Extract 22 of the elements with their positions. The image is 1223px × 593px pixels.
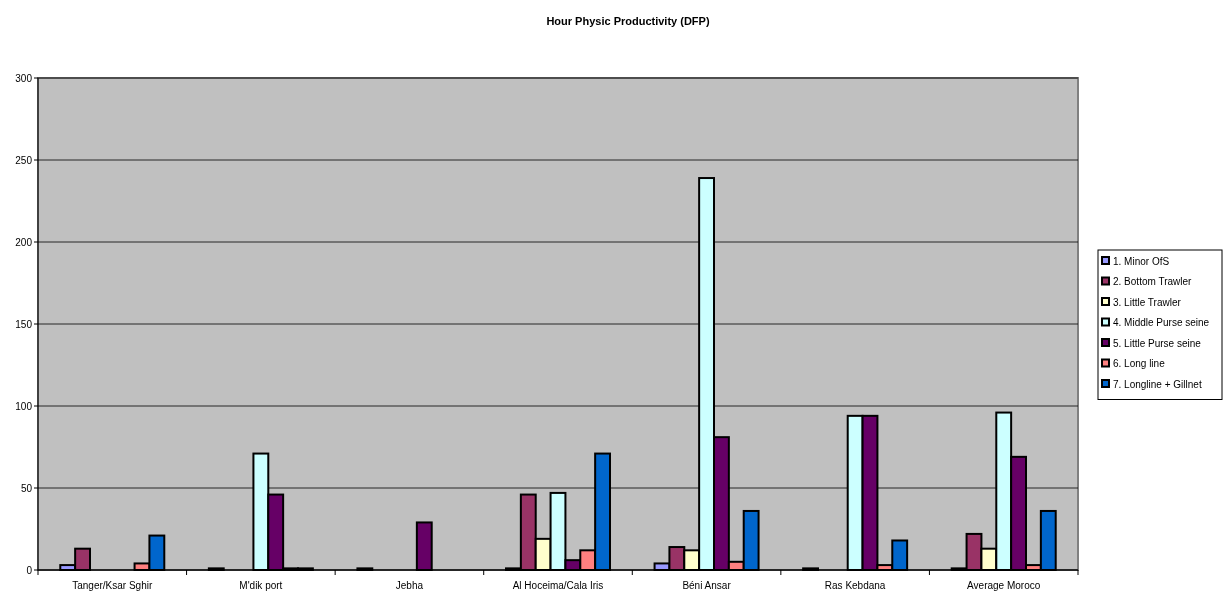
chart-title: Hour Physic Productivity (DFP) — [546, 15, 710, 27]
y-tick-label: 300 — [15, 72, 33, 84]
legend-label: 5. Little Purse seine — [1113, 337, 1202, 349]
y-tick-label: 200 — [15, 236, 33, 248]
legend-label: 6. Long line — [1113, 358, 1166, 369]
x-tick-label: Jebha — [395, 580, 424, 591]
y-tick-label: 250 — [15, 154, 33, 166]
x-tick-label: Béni Ansar — [682, 580, 732, 591]
y-tick-label: 150 — [15, 318, 33, 330]
x-tick-label: M'dik port — [239, 580, 283, 591]
legend-label: 2. Bottom Trawler — [1113, 276, 1193, 287]
legend-label: 1. Minor OfS — [1113, 255, 1170, 267]
legend-label: 4. Middle Purse seine — [1113, 317, 1210, 328]
x-tick-label: Al Hoceima/Cala Iris — [512, 580, 604, 591]
x-tick-label: Tanger/Ksar Sghir — [72, 580, 153, 591]
x-tick-label: Ras Kebdana — [824, 580, 886, 591]
legend-label: 7. Longline + Gillnet — [1113, 378, 1202, 390]
legend-label: 3. Little Trawler — [1113, 296, 1182, 308]
x-tick-label: Average Moroco — [967, 580, 1041, 591]
y-tick-label: 50 — [20, 482, 33, 494]
y-tick-label: 0 — [26, 564, 33, 576]
y-tick-label: 100 — [15, 400, 33, 412]
